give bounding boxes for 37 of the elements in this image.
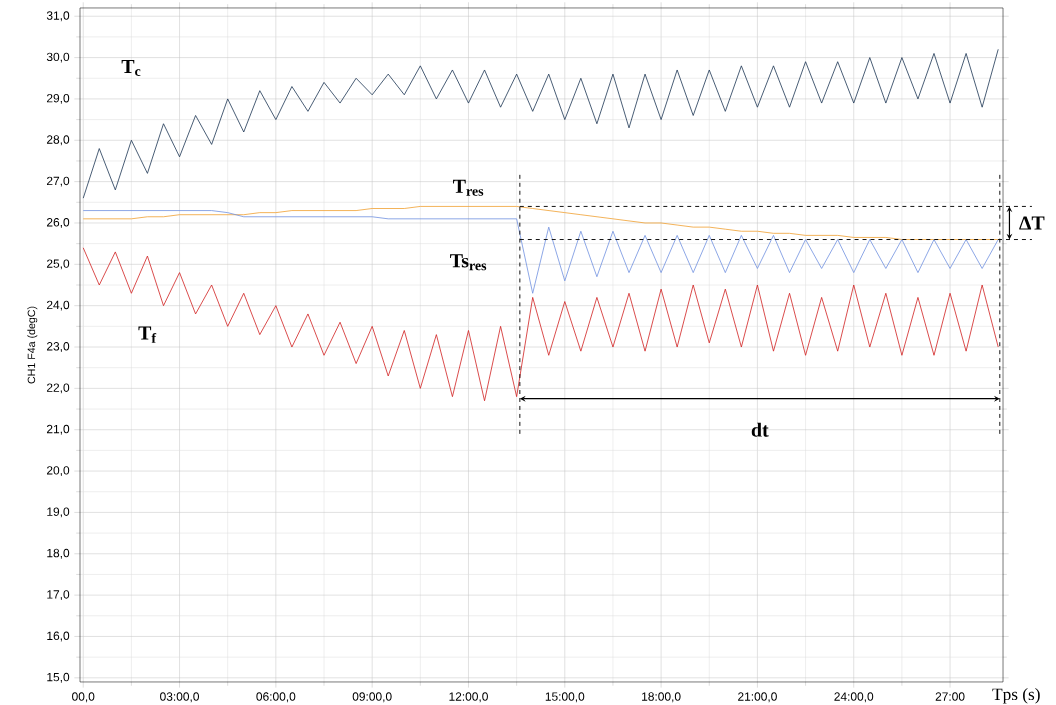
text: ΔT <box>1019 216 1045 230</box>
y-tick-label: 20,0 <box>46 466 70 477</box>
x-tick-label: 06:00,0 <box>256 692 296 703</box>
y-tick-label: 28,0 <box>46 135 70 146</box>
y-tick-label: 25,0 <box>46 259 70 270</box>
x-tick-label: 18:00,0 <box>642 692 681 703</box>
x-tick-label: 00,0 <box>72 692 95 703</box>
y-tick-label: 16,0 <box>47 631 70 642</box>
y-axis-title: CH1 F4a (degC) <box>27 306 38 384</box>
x-axis-title: Tps (s) <box>992 687 1040 704</box>
series-label: T$_{f}$ <box>138 326 157 343</box>
y-tick-label: 23,0 <box>46 342 70 352</box>
x-tick-label: 09:00,0 <box>352 692 392 703</box>
y-tick-label: 19,0 <box>47 507 70 518</box>
series-label: Ts$_{res}$ <box>450 254 487 271</box>
y-tick-label: 26,0 <box>46 218 70 228</box>
y-tick-label: 24,0 <box>46 300 70 311</box>
x-tick-label: 21:00,0 <box>738 692 777 703</box>
x-tick-label: 03:00,0 <box>160 692 200 703</box>
x-tick-label: 27:00 <box>935 692 965 701</box>
y-tick-label: 21,0 <box>46 424 70 435</box>
y-tick-label: 29,0 <box>46 94 70 104</box>
annotation: dt <box>751 422 769 437</box>
y-tick-label: 22,0 <box>46 383 70 394</box>
x-tick-label: 24:00,0 <box>834 692 874 703</box>
text: T$_{c}$ <box>121 59 141 76</box>
y-tick-label: 17,0 <box>47 590 70 601</box>
x-tick-label: 12:00,0 <box>449 692 488 703</box>
y-tick-label: 15,0 <box>47 672 70 683</box>
y-tick-label: 18,0 <box>47 548 70 559</box>
x-tick-label: 15:00,0 <box>545 692 585 703</box>
y-tick-label: 27,0 <box>46 176 70 187</box>
line-series <box>82 48 999 199</box>
y-tick-label: 30,0 <box>46 52 70 63</box>
line-series <box>82 247 999 402</box>
series-label: T$_{res}$ <box>453 179 484 196</box>
y-tick-label: 31,0 <box>46 11 70 22</box>
